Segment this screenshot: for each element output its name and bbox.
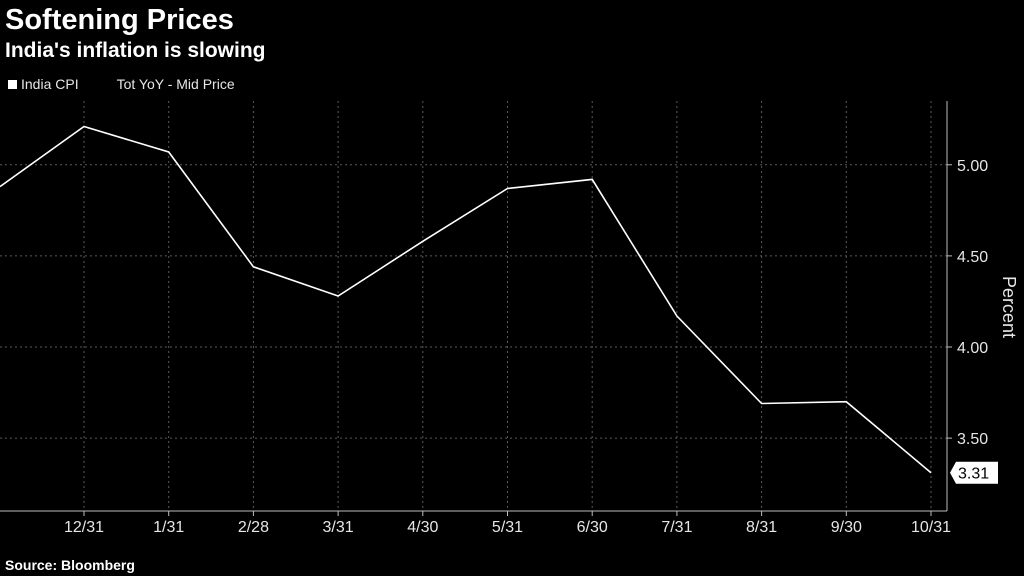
x-tick-label: 3/31 — [323, 519, 354, 536]
y-axis-title: Percent — [999, 276, 1019, 338]
x-tick-label: 4/30 — [407, 519, 438, 536]
last-value-label: 3.31 — [958, 466, 989, 483]
x-tick-label: 6/30 — [577, 519, 608, 536]
x-tick-label: 7/31 — [661, 519, 692, 536]
chart-title: Softening Prices — [5, 4, 234, 36]
series-line-india-cpi — [0, 125, 932, 474]
x-tick-label: 8/31 — [746, 519, 777, 536]
x-tick-label: 1/31 — [153, 519, 184, 536]
legend: India CPI Tot YoY - Mid Price — [8, 76, 235, 92]
x-tick-label: 5/31 — [492, 519, 523, 536]
y-tick-label: 4.00 — [957, 340, 988, 357]
source-note: Source: Bloomberg — [5, 557, 135, 573]
x-tick-label: 2/28 — [238, 519, 269, 536]
x-tick-label: 10/31 — [911, 519, 951, 536]
y-tick-label: 4.50 — [957, 249, 988, 266]
x-tick-label: 9/30 — [831, 519, 862, 536]
legend-swatch — [8, 79, 17, 89]
y-tick-label: 5.00 — [957, 158, 988, 175]
legend-series-label: India CPI — [21, 76, 79, 92]
y-tick-label: 3.50 — [957, 431, 988, 448]
last-value-marker: 3.31 — [950, 461, 998, 484]
x-tick-label: 12/31 — [64, 519, 104, 536]
legend-field-label: Tot YoY - Mid Price — [116, 76, 235, 92]
chart-subtitle: India's inflation is slowing — [5, 39, 266, 62]
